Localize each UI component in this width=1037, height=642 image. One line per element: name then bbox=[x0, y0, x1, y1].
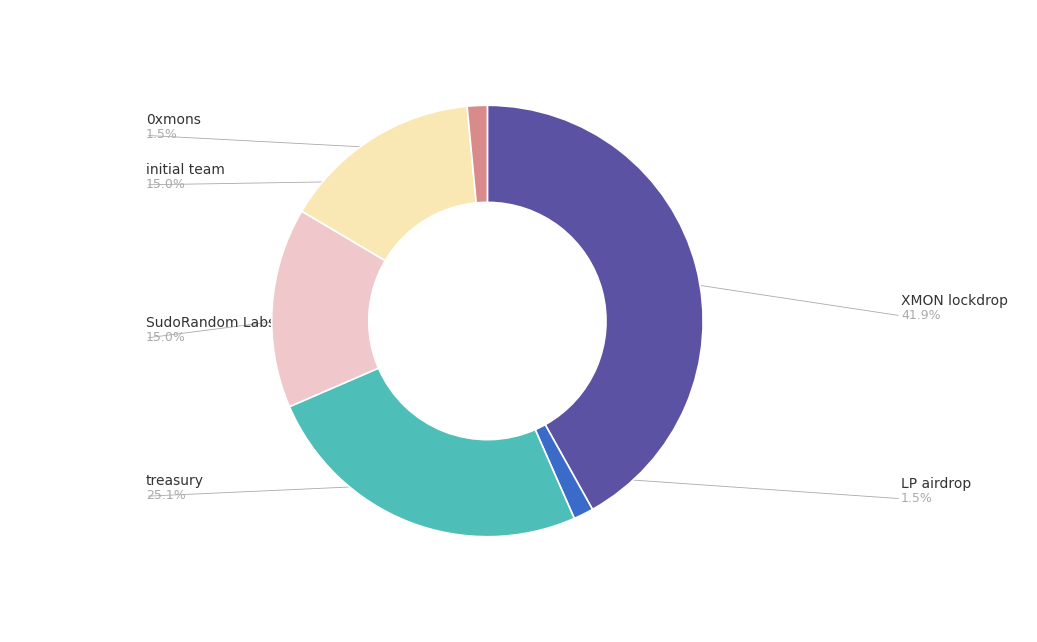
Wedge shape bbox=[272, 211, 386, 406]
Wedge shape bbox=[289, 368, 574, 537]
Text: LP airdrop: LP airdrop bbox=[901, 477, 972, 490]
Text: SudoRandom Labs: SudoRandom Labs bbox=[145, 316, 275, 330]
Wedge shape bbox=[467, 105, 487, 203]
Text: XMON lockdrop: XMON lockdrop bbox=[901, 294, 1008, 308]
Text: 0xmons: 0xmons bbox=[145, 114, 200, 128]
Text: initial team: initial team bbox=[145, 163, 225, 177]
Text: 41.9%: 41.9% bbox=[901, 309, 941, 322]
Text: 1.5%: 1.5% bbox=[145, 128, 177, 141]
Wedge shape bbox=[302, 106, 476, 261]
Wedge shape bbox=[487, 105, 703, 509]
Wedge shape bbox=[535, 424, 592, 519]
Text: 1.5%: 1.5% bbox=[901, 492, 933, 505]
Text: treasury: treasury bbox=[145, 474, 203, 489]
Text: 15.0%: 15.0% bbox=[145, 178, 186, 191]
Text: 15.0%: 15.0% bbox=[145, 331, 186, 344]
Text: 25.1%: 25.1% bbox=[145, 489, 186, 502]
